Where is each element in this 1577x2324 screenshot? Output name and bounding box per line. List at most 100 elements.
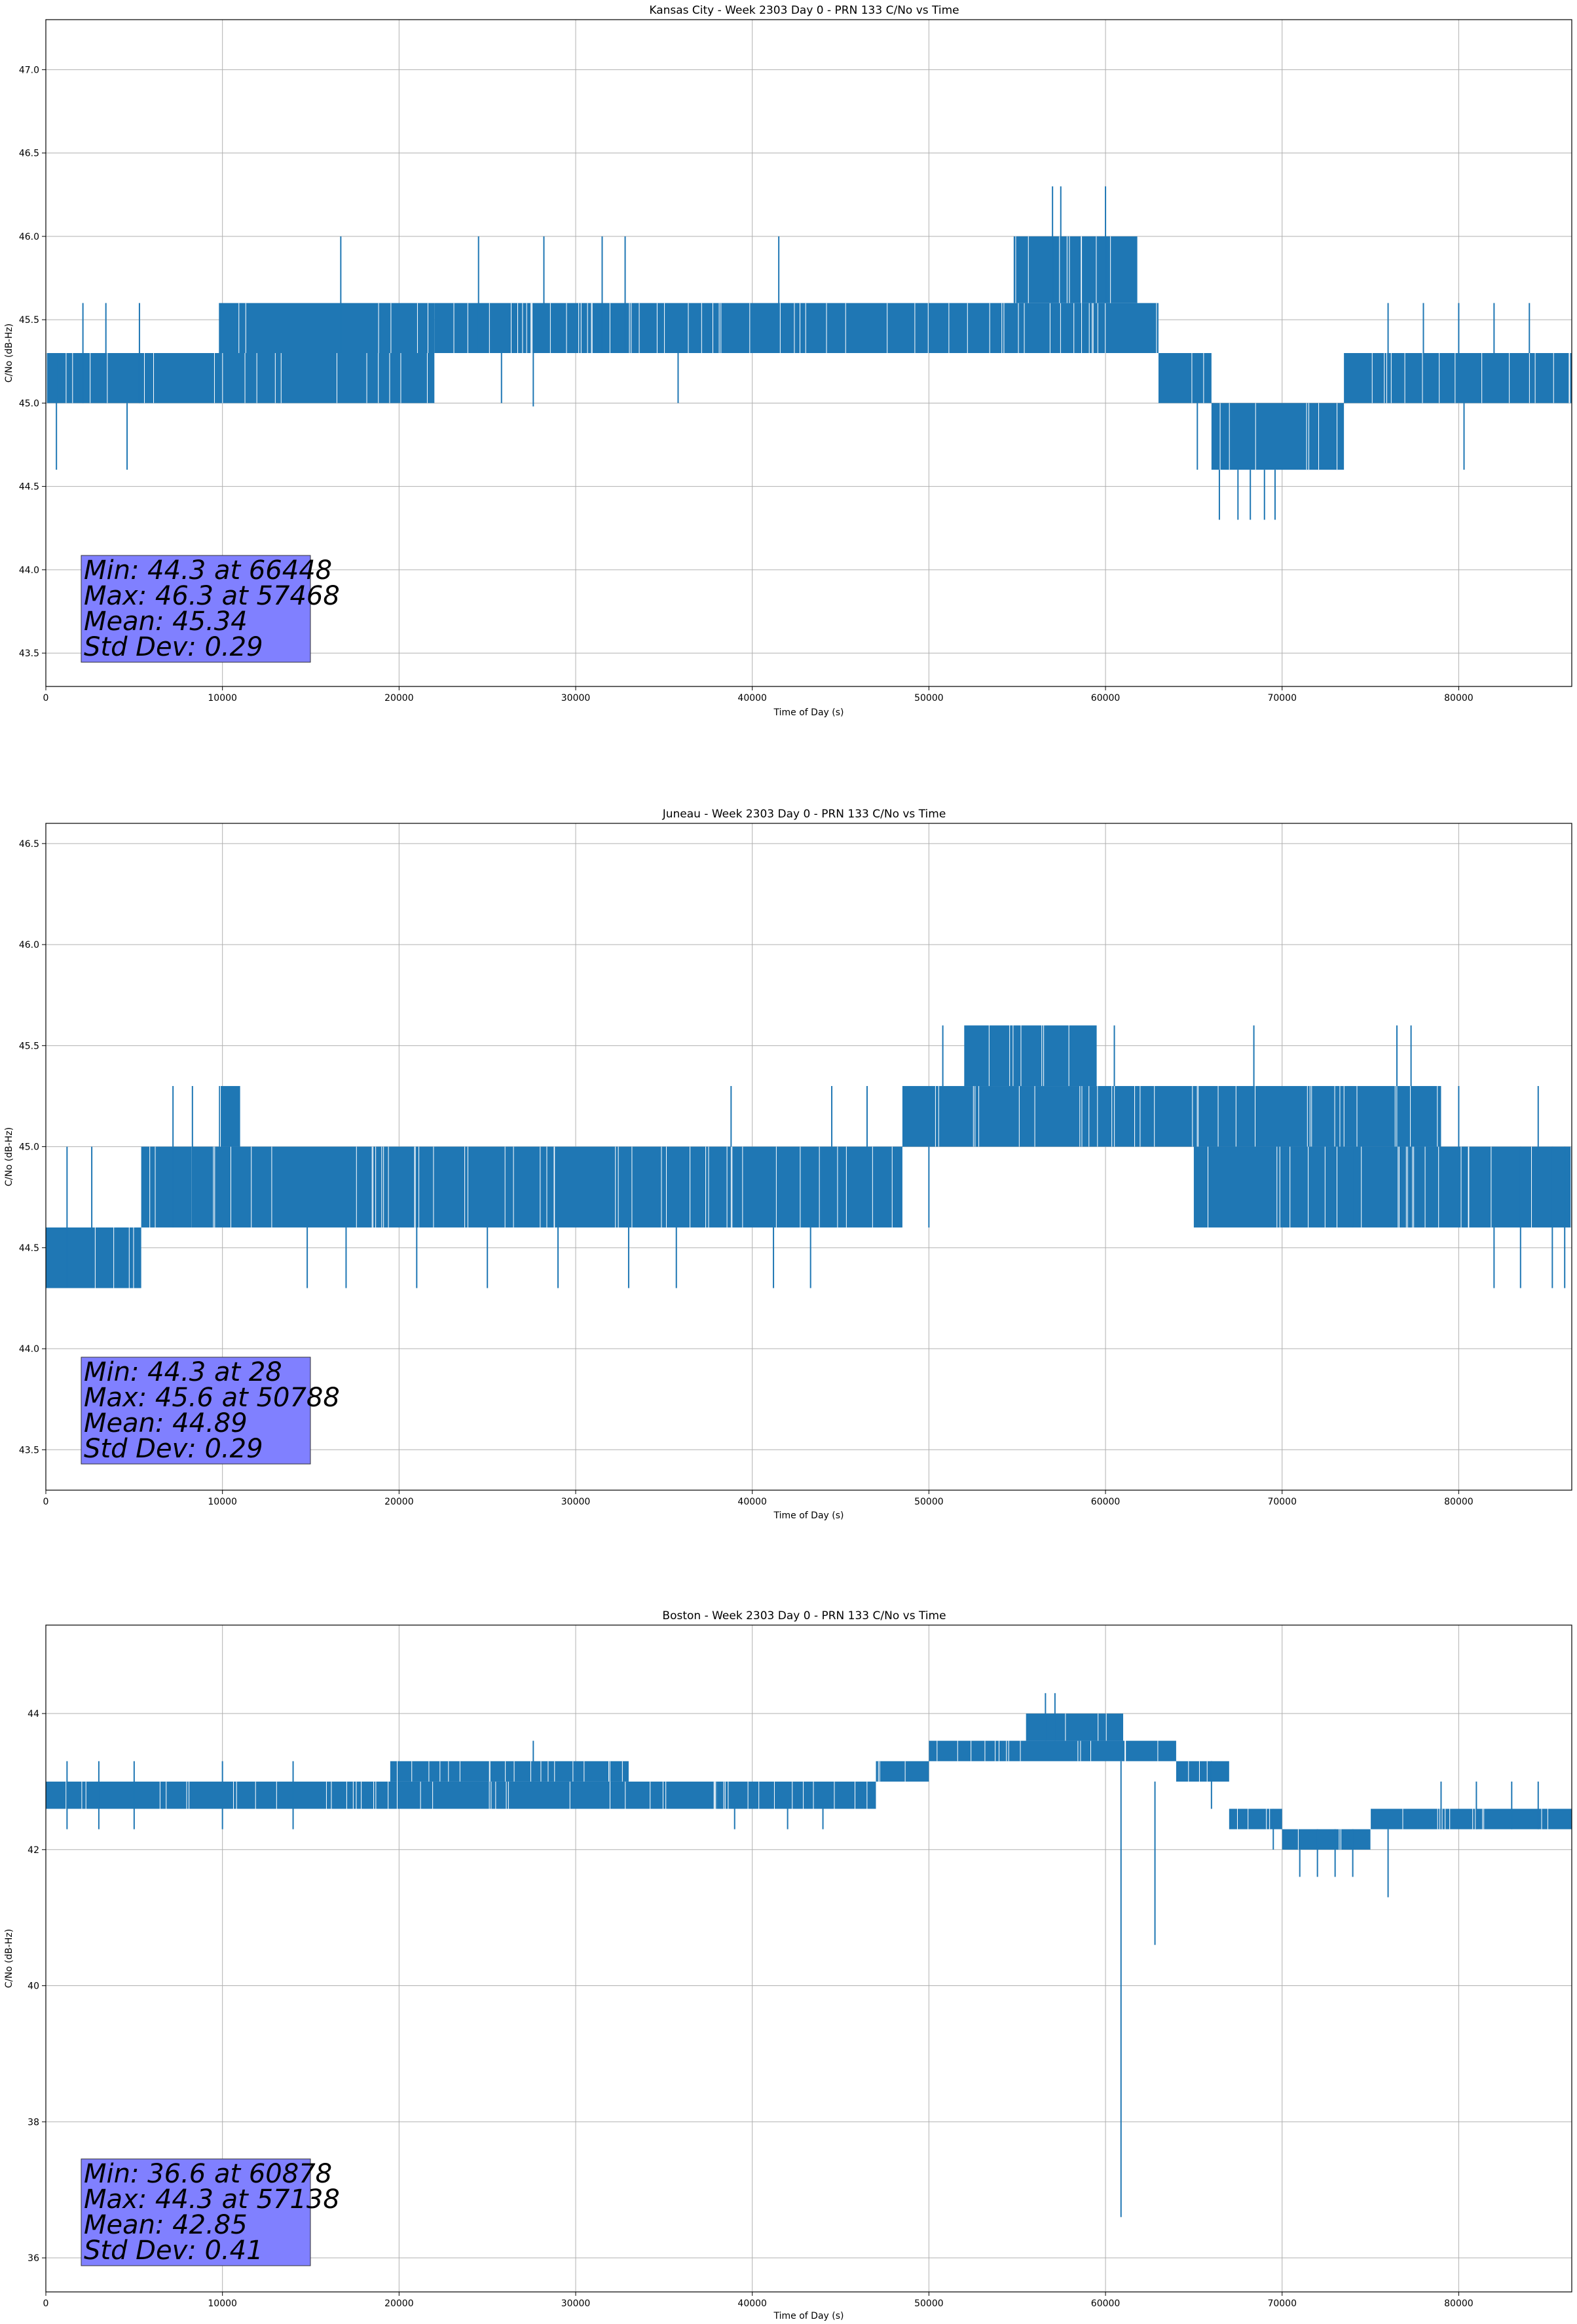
series-band [1193,1146,1572,1228]
series-band [1282,1829,1371,1850]
x-tick-label: 70000 [1267,1497,1297,1507]
stats-max: Max: 45.6 at 50788 [84,1383,340,1413]
series-cno [46,186,1572,520]
x-axis-ticks: 0 10000 20000 30000 40000 50000 60000 70000 8000… [43,2292,1474,2309]
y-tick-label: 43.5 [19,648,39,659]
x-tick-label: 60000 [1091,1497,1121,1507]
x-tick-label: 70000 [1267,2298,1297,2309]
x-axis-label: Time of Day (s) [773,1510,844,1521]
x-tick-label: 20000 [384,1497,414,1507]
y-axis-ticks: 43.5 44.0 44.5 45.0 45.5 46.0 46.5 [19,839,46,1455]
y-tick-label: 45.5 [19,315,39,326]
stats-box: Min: 44.3 at 28 Max: 45.6 at 50788 Mean:… [81,1357,340,1465]
series-band [390,1761,629,1782]
stats-min: Min: 44.3 at 66448 [84,555,332,586]
x-tick-label: 0 [43,2298,49,2309]
y-tick-label: 36 [28,2253,39,2264]
stats-box: Min: 36.6 at 60878 Max: 44.3 at 57138 Me… [81,2158,340,2266]
stats-box: Min: 44.3 at 66448 Max: 46.3 at 57468 Me… [81,555,340,663]
y-tick-label: 44.5 [19,1243,39,1254]
chart-title: Juneau - Week 2303 Day 0 - PRN 133 C/No … [662,808,946,821]
series-band [219,303,435,353]
y-tick-label: 44.0 [19,1344,39,1355]
series-band [1193,1086,1441,1147]
y-tick-label: 38 [28,2117,39,2127]
x-tick-label: 40000 [737,693,767,703]
series-band [876,1761,929,1782]
y-axis-label: C/No (dB-Hz) [4,324,14,383]
y-tick-label: 44 [28,1709,39,1719]
x-tick-label: 60000 [1091,2298,1121,2309]
x-tick-label: 50000 [914,2298,944,2309]
stats-max: Max: 44.3 at 57138 [84,2184,340,2215]
y-axis-label: C/No (dB-Hz) [4,1127,14,1186]
series-band [902,1086,1194,1147]
y-tick-label: 46.5 [19,839,39,850]
y-tick-label: 44.0 [19,565,39,576]
series-band [1176,1761,1229,1782]
y-tick-label: 40 [28,1981,39,1992]
series-band [1344,353,1572,403]
y-tick-label: 46.0 [19,940,39,950]
series-band [1211,403,1345,470]
y-tick-label: 47.0 [19,65,39,75]
y-axis-ticks: 43.5 44.0 44.5 45.0 45.5 46.0 46.5 47.0 [19,65,46,659]
x-tick-label: 30000 [561,2298,591,2309]
x-tick-label: 0 [43,1497,49,1507]
chart-kansas-city: Kansas City - Week 2303 Day 0 - PRN 133 … [4,4,1572,718]
stats-std-dev: Std Dev: 0.29 [84,632,263,662]
x-tick-label: 80000 [1444,2298,1474,2309]
x-axis-label: Time of Day (s) [773,2311,844,2321]
series-band [46,1227,141,1288]
stats-min: Min: 36.6 at 60878 [84,2159,332,2189]
x-tick-label: 10000 [208,1497,237,1507]
x-tick-label: 10000 [208,693,237,703]
y-tick-label: 45.0 [19,398,39,409]
x-tick-label: 30000 [561,1497,591,1507]
y-tick-label: 45.0 [19,1142,39,1153]
series-band [1158,353,1212,403]
chart-title: Kansas City - Week 2303 Day 0 - PRN 133 … [649,4,959,17]
x-axis-ticks: 0 10000 20000 30000 40000 50000 60000 70000 8000… [43,686,1474,703]
x-tick-label: 80000 [1444,693,1474,703]
x-axis-label: Time of Day (s) [773,707,844,718]
stats-std-dev: Std Dev: 0.29 [84,1434,263,1464]
x-tick-label: 70000 [1267,693,1297,703]
x-tick-label: 80000 [1444,1497,1474,1507]
plot-frame [45,1624,1572,2293]
y-tick-label: 42 [28,1845,39,1856]
series-band [46,1781,717,1809]
x-tick-label: 60000 [1091,693,1121,703]
series-band [434,303,1159,353]
series-band [716,1781,876,1809]
x-tick-label: 0 [43,693,49,703]
x-tick-label: 10000 [208,2298,237,2309]
stats-box-background [81,555,311,663]
series-cno [45,1025,1572,1288]
stats-mean: Mean: 42.85 [84,2210,248,2240]
stats-mean: Mean: 44.89 [84,1408,248,1438]
chart-juneau: Juneau - Week 2303 Day 0 - PRN 133 C/No … [4,808,1572,1521]
series-band [929,1740,1176,1761]
y-axis-label: C/No (dB-Hz) [4,1929,14,1988]
y-tick-label: 44.5 [19,482,39,493]
series-band [46,353,435,403]
y-tick-label: 43.5 [19,1445,39,1455]
x-tick-label: 50000 [914,693,944,703]
series-cno [46,1693,1572,2217]
series-band [141,1146,902,1228]
stats-min: Min: 44.3 at 28 [84,1357,282,1387]
series-band [219,1086,240,1147]
y-tick-label: 46.5 [19,149,39,159]
plot-frame [45,19,1572,687]
x-tick-label: 40000 [737,2298,767,2309]
stats-box-background [81,2158,311,2266]
y-axis-ticks: 36 38 40 42 44 [28,1709,46,2264]
stats-std-dev: Std Dev: 0.41 [84,2236,263,2266]
x-axis-ticks: 0 10000 20000 30000 40000 50000 60000 70000 8000… [43,1490,1474,1507]
stats-box-background [81,1357,311,1465]
x-tick-label: 50000 [914,1497,944,1507]
x-tick-label: 20000 [384,693,414,703]
chart-title: Boston - Week 2303 Day 0 - PRN 133 C/No … [662,1609,946,1622]
